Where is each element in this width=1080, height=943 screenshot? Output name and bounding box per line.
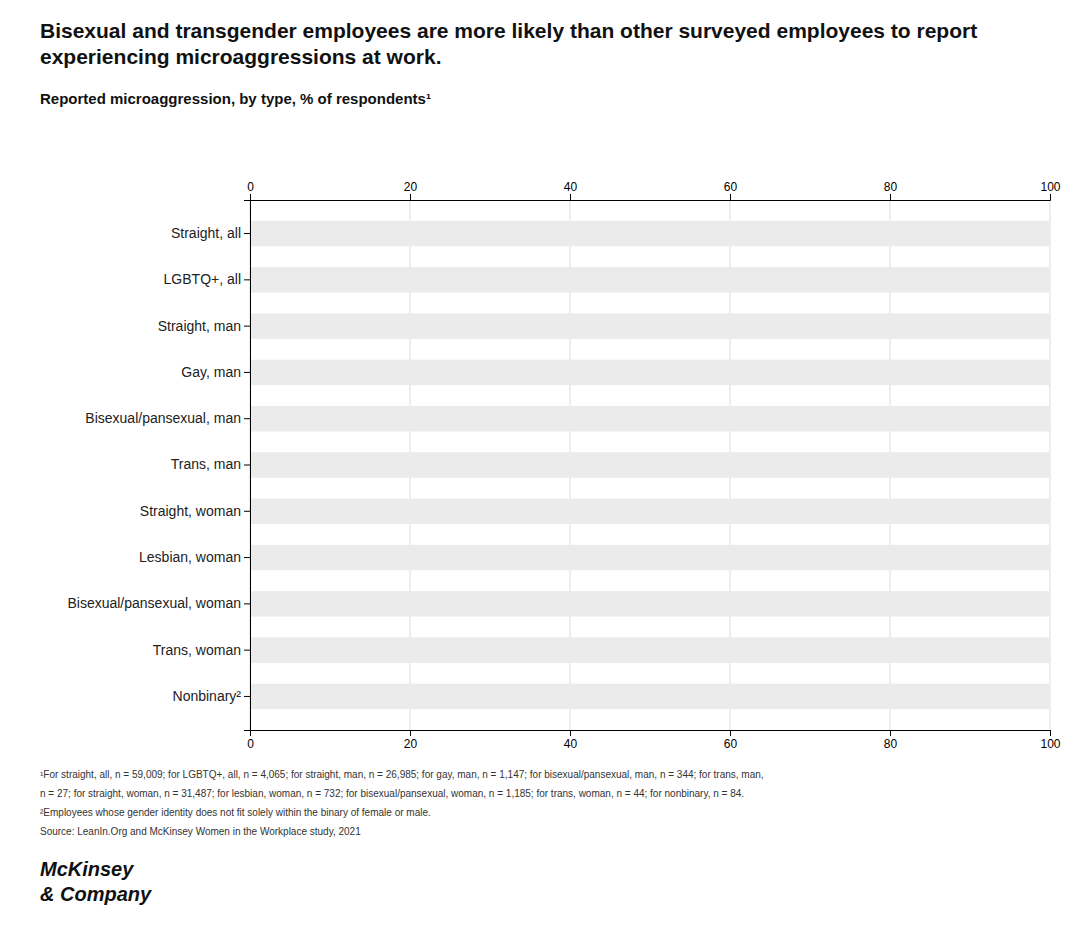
tick-mark xyxy=(570,730,571,736)
tick-mark xyxy=(244,696,250,697)
tick-mark xyxy=(244,418,250,419)
tick-label: 100 xyxy=(1040,737,1060,751)
tick-label: 0 xyxy=(247,180,254,194)
tick: 20 xyxy=(404,730,418,751)
bar xyxy=(250,406,1050,431)
tick-label: LGBTQ+, all xyxy=(164,271,241,287)
tick-mark xyxy=(730,730,731,736)
bar xyxy=(250,313,1050,338)
footnote: ¹For straight, all, n = 59,009; for LGBT… xyxy=(40,769,764,780)
tick-mark xyxy=(244,465,250,466)
tick-label: 80 xyxy=(884,180,898,194)
tick-label: 40 xyxy=(564,737,578,751)
tick-label: Straight, all xyxy=(171,225,241,241)
tick: Straight, all xyxy=(171,225,250,241)
tick-mark xyxy=(244,511,250,512)
tick: Straight, man xyxy=(158,318,250,334)
bar xyxy=(250,360,1050,385)
x-top-axis: 0 20 40 60 80 100 xyxy=(247,180,1061,201)
bar xyxy=(250,637,1050,662)
tick-mark xyxy=(244,372,250,373)
tick-label: Gay, man xyxy=(181,364,241,380)
tick-mark xyxy=(244,233,250,234)
tick: 100 xyxy=(1040,180,1060,200)
tick-label: 100 xyxy=(1040,180,1060,194)
tick: Bisexual/pansexual, woman xyxy=(67,595,250,611)
axis-domain xyxy=(251,194,1051,201)
tick: Trans, woman xyxy=(153,642,250,658)
tick: 20 xyxy=(404,180,418,200)
tick-label: Bisexual/pansexual, woman xyxy=(67,595,241,611)
tick-label: 80 xyxy=(884,737,898,751)
bar xyxy=(250,684,1050,709)
bar xyxy=(250,267,1050,292)
tick-mark xyxy=(244,279,250,280)
tick: Straight, woman xyxy=(140,503,250,519)
tick-mark xyxy=(244,603,250,604)
tick-mark xyxy=(730,194,731,200)
tick-label: Nonbinary² xyxy=(173,688,242,704)
tick-label: Lesbian, woman xyxy=(139,549,241,565)
tick: 40 xyxy=(564,730,578,751)
tick-label: 20 xyxy=(404,180,418,194)
logo: & Company xyxy=(40,883,152,905)
bars xyxy=(250,221,1050,709)
tick: LGBTQ+, all xyxy=(164,271,250,287)
bar xyxy=(250,221,1050,246)
title: Bisexual and transgender employees are m… xyxy=(40,19,977,68)
bar xyxy=(250,452,1050,477)
footnote: n = 27; for straight, woman, n = 31,487;… xyxy=(40,788,744,799)
tick-label: Trans, man xyxy=(171,456,241,472)
tick: Gay, man xyxy=(181,364,250,380)
bar xyxy=(250,591,1050,616)
bar xyxy=(250,499,1050,524)
plot-area: 0 20 40 60 80 100 0 20 40 60 80 100 Straight, all LGB… xyxy=(67,180,1060,751)
bar xyxy=(250,545,1050,570)
subtitle: Reported microaggression, by type, % of … xyxy=(40,90,431,107)
tick-mark xyxy=(1050,194,1051,200)
tick: Trans, man xyxy=(171,456,250,472)
tick-mark xyxy=(570,194,571,200)
tick-label: 0 xyxy=(247,737,254,751)
tick: 80 xyxy=(884,730,898,751)
tick-mark xyxy=(244,650,250,651)
chart: Bisexual and transgender employees are m… xyxy=(0,0,1080,943)
tick-label: Bisexual/pansexual, man xyxy=(85,410,241,426)
axis-domain xyxy=(244,201,251,731)
tick: Bisexual/pansexual, man xyxy=(85,410,250,426)
footnote: ²Employees whose gender identity does no… xyxy=(40,807,431,818)
tick-mark xyxy=(410,194,411,200)
tick: 0 xyxy=(247,730,254,751)
tick-label: 60 xyxy=(724,180,738,194)
logo: McKinsey xyxy=(40,858,134,880)
tick: 100 xyxy=(1040,730,1060,751)
tick: Lesbian, woman xyxy=(139,549,250,565)
tick: 0 xyxy=(247,180,254,200)
tick: 40 xyxy=(564,180,578,200)
tick: 80 xyxy=(884,180,898,200)
tick-label: Trans, woman xyxy=(153,642,241,658)
y-axis: Straight, all LGBTQ+, all Straight, man Gay… xyxy=(67,201,250,731)
tick: Nonbinary² xyxy=(173,688,250,704)
tick-mark xyxy=(250,194,251,200)
tick-label: 60 xyxy=(724,737,738,751)
tick: 60 xyxy=(724,180,738,200)
footnote: Source: LeanIn.Org and McKinsey Women in… xyxy=(40,826,361,837)
tick-mark xyxy=(890,194,891,200)
tick-mark xyxy=(890,730,891,736)
tick-mark xyxy=(244,557,250,558)
tick: 60 xyxy=(724,730,738,751)
tick-label: Straight, woman xyxy=(140,503,241,519)
tick-label: 20 xyxy=(404,737,418,751)
x-bottom-axis: 0 20 40 60 80 100 xyxy=(247,730,1061,751)
tick-mark xyxy=(410,730,411,736)
grid xyxy=(250,200,1050,730)
tick-mark xyxy=(244,326,250,327)
tick-label: Straight, man xyxy=(158,318,241,334)
tick-mark xyxy=(1050,730,1051,736)
tick-label: 40 xyxy=(564,180,578,194)
axis-domain xyxy=(251,731,1051,737)
